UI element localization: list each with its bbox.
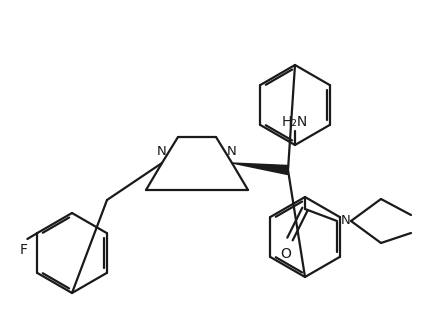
Text: O: O [280, 247, 292, 261]
Text: N: N [341, 215, 351, 228]
Text: H₂N: H₂N [282, 115, 308, 129]
Text: N: N [157, 145, 167, 158]
Text: F: F [19, 243, 28, 257]
Polygon shape [232, 163, 289, 174]
Text: N: N [227, 145, 237, 158]
